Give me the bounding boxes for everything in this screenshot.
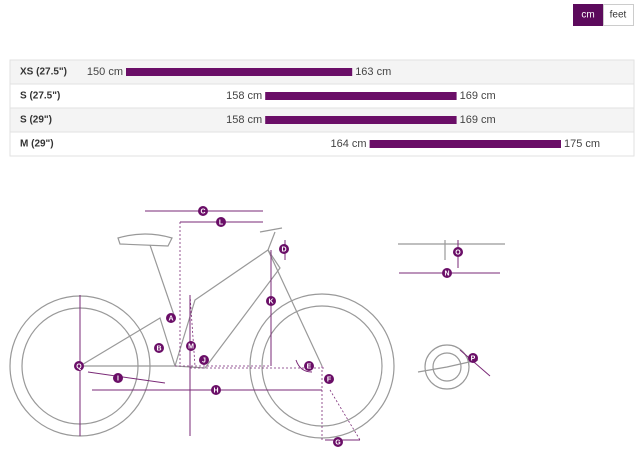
- size-label: S (29"): [20, 115, 52, 126]
- size-label: S (27.5"): [20, 91, 60, 102]
- height-range-bar: [369, 140, 561, 148]
- marker-dot: [266, 296, 276, 306]
- marker-letter: M: [188, 343, 194, 350]
- max-height: 169 cm: [460, 114, 496, 126]
- marker-dot: [216, 217, 226, 227]
- unit-cm-button[interactable]: [573, 4, 603, 26]
- marker-dot: [186, 341, 196, 351]
- row-background: [9, 83, 635, 109]
- marker-letter: G: [335, 439, 341, 446]
- marker-dot: [198, 206, 208, 216]
- marker-dot: [211, 385, 221, 395]
- marker-dot: [453, 247, 463, 257]
- min-height: 150 cm: [87, 66, 123, 78]
- marker-letter: A: [168, 315, 173, 322]
- min-height: 164 cm: [331, 138, 367, 150]
- marker-letter: L: [219, 219, 224, 226]
- marker-dot: [154, 343, 164, 353]
- height-range-bar: [265, 92, 457, 100]
- marker-letter: J: [202, 357, 206, 364]
- marker-letter: B: [156, 345, 161, 352]
- height-range-bar: [126, 68, 353, 76]
- max-height: 163 cm: [355, 66, 391, 78]
- marker-dot: [74, 361, 84, 371]
- marker-dot: [304, 361, 314, 371]
- marker-letter: Q: [76, 363, 82, 370]
- marker-letter: H: [213, 387, 218, 394]
- marker-dot: [279, 244, 289, 254]
- marker-letter: K: [268, 298, 273, 305]
- max-height: 169 cm: [460, 90, 496, 102]
- unit-cm-label[interactable]: cm: [581, 10, 594, 21]
- marker-dot: [468, 353, 478, 363]
- max-height: 175 cm: [564, 138, 600, 150]
- marker-dot: [442, 268, 452, 278]
- marker-dot: [324, 374, 334, 384]
- marker-dot: [333, 437, 343, 447]
- height-range-bar: [265, 116, 457, 124]
- marker-dot: [199, 355, 209, 365]
- geometry-markers: A B C D E F G H I J K L M N O P Q: [74, 206, 478, 447]
- marker-letter: E: [307, 363, 312, 370]
- marker-letter: C: [200, 208, 205, 215]
- bike-drawing: [9, 210, 505, 441]
- min-height: 158 cm: [226, 114, 262, 126]
- min-height: 158 cm: [226, 90, 262, 102]
- marker-dot: [113, 373, 123, 383]
- marker-letter: P: [471, 355, 476, 362]
- size-table: XS (27.5") 150 cm 163 cm S (27.5") 158 cm 169…: [9, 59, 635, 157]
- unit-feet-label[interactable]: feet: [610, 10, 627, 21]
- size-label: XS (27.5"): [20, 67, 67, 78]
- marker-dot: [166, 313, 176, 323]
- marker-letter: F: [327, 376, 332, 383]
- marker-letter: N: [444, 270, 449, 277]
- marker-letter: O: [455, 249, 461, 256]
- size-label: M (29"): [20, 139, 54, 150]
- marker-letter: I: [117, 375, 119, 382]
- unit-feet-button[interactable]: [603, 4, 634, 26]
- marker-letter: D: [281, 246, 286, 253]
